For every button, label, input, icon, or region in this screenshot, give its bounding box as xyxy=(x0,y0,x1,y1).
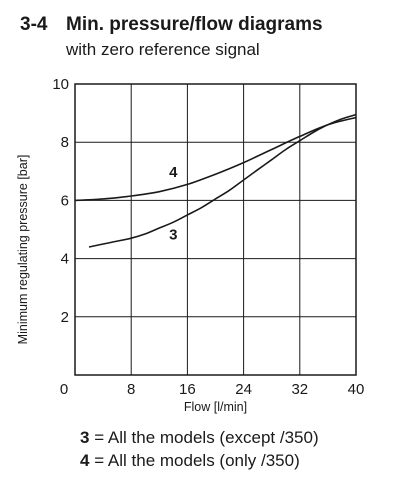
series-line-4 xyxy=(74,116,357,202)
legend-key: 4 xyxy=(80,451,90,470)
y-tick-label: 6 xyxy=(61,192,69,209)
y-tick-label: 4 xyxy=(61,251,69,268)
x-tick-label: 16 xyxy=(179,381,196,398)
x-tick-label: 8 xyxy=(127,381,135,398)
x-tick-label: 24 xyxy=(235,381,252,398)
y-tick-labels: 2 4 6 8 10 xyxy=(52,76,69,326)
grid-lines xyxy=(75,84,356,375)
y-tick-label: 8 xyxy=(61,134,69,151)
legend-item-4: 4 = All the models (only /350) xyxy=(80,451,300,471)
y-tick-label: 2 xyxy=(61,309,69,326)
x-tick-label: 0 xyxy=(60,381,68,398)
curve-labels: 34 xyxy=(169,164,178,244)
x-tick-label: 40 xyxy=(348,381,365,398)
legend-key: 3 xyxy=(80,428,90,447)
plot-frame xyxy=(74,83,357,376)
y-tick-label: 10 xyxy=(52,76,69,93)
section-number: 3-4 xyxy=(20,14,48,35)
curve-label-3: 3 xyxy=(169,227,177,244)
curves xyxy=(74,113,357,248)
y-axis-label: Minimum regulating pressure [bar] xyxy=(16,155,30,345)
x-tick-labels: 0 8 16 24 32 40 xyxy=(60,381,365,398)
series-line-3 xyxy=(88,113,357,248)
legend-item-3: 3 = All the models (except /350) xyxy=(80,428,319,448)
legend-text: = All the models (only /350) xyxy=(94,451,300,470)
chart-subtitle: with zero reference signal xyxy=(66,40,260,59)
chart-heading: 3-4 Min. pressure/flow diagrams xyxy=(20,14,323,36)
chart-title: Min. pressure/flow diagrams xyxy=(66,14,323,35)
x-tick-label: 32 xyxy=(291,381,308,398)
curve-label-4: 4 xyxy=(169,164,178,181)
x-axis-label: Flow [l/min] xyxy=(184,400,247,414)
legend-text: = All the models (except /350) xyxy=(94,428,319,447)
